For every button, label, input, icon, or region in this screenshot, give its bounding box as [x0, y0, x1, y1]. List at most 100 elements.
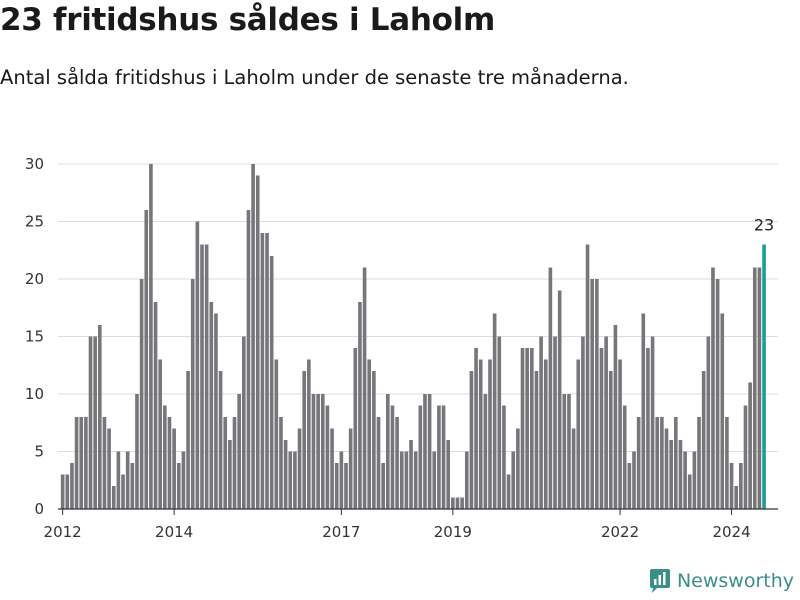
- bar: [139, 279, 144, 509]
- bar: [418, 405, 423, 509]
- bar: [385, 394, 390, 509]
- bar: [149, 164, 153, 509]
- bar: [228, 440, 232, 509]
- bar: [307, 359, 311, 509]
- bar: [608, 371, 613, 509]
- bar: [209, 302, 214, 509]
- bar: [729, 463, 734, 509]
- bar: [437, 405, 441, 509]
- bar: [79, 417, 84, 509]
- bar: [93, 336, 97, 509]
- bar: [297, 428, 302, 509]
- bar: [223, 417, 228, 509]
- bar: [348, 428, 353, 509]
- bar: [176, 463, 181, 509]
- bar: [692, 451, 697, 509]
- bar: [529, 348, 534, 509]
- bar: [632, 451, 636, 509]
- bar: [715, 279, 720, 509]
- bar: [743, 405, 748, 509]
- bar: [116, 451, 121, 509]
- bar: [660, 417, 664, 509]
- bar: [130, 463, 135, 509]
- bar: [269, 256, 274, 509]
- newsworthy-logo-icon: [649, 569, 670, 593]
- bar: [441, 405, 446, 509]
- bar: [488, 359, 492, 509]
- bar: [483, 394, 488, 509]
- bar: [590, 279, 595, 509]
- bar: [464, 451, 469, 509]
- bar: [302, 371, 307, 509]
- bar: [395, 417, 399, 509]
- bar: [153, 302, 158, 509]
- bar: [339, 451, 344, 509]
- y-tick-label: 30: [25, 155, 44, 173]
- bar: [125, 451, 130, 509]
- bar: [757, 267, 762, 509]
- bar: [88, 336, 93, 509]
- bar: [293, 451, 297, 509]
- bar: [520, 348, 525, 509]
- bar: [390, 405, 395, 509]
- bar: [84, 417, 88, 509]
- bar: [255, 175, 260, 509]
- bar: [553, 336, 557, 509]
- page-title: 23 fritidshus såldes i Laholm: [0, 2, 495, 38]
- bar: [576, 359, 581, 509]
- bar: [172, 428, 176, 509]
- bar: [251, 164, 255, 509]
- bar: [739, 463, 743, 509]
- bar: [720, 313, 725, 509]
- bar: [325, 405, 330, 509]
- bar: [316, 394, 320, 509]
- bar: [409, 440, 413, 509]
- bar: [214, 313, 218, 509]
- x-tick-label: 2022: [601, 523, 639, 541]
- bar: [446, 440, 451, 509]
- bar: [362, 267, 367, 509]
- bar: [232, 417, 237, 509]
- bar: [241, 336, 246, 509]
- bar: [622, 405, 627, 509]
- bar: [460, 497, 464, 509]
- bar: [595, 279, 599, 509]
- bar: [427, 394, 432, 509]
- x-tick-label: 2012: [44, 523, 82, 541]
- bar: [752, 267, 757, 509]
- bar: [474, 348, 478, 509]
- bar: [344, 463, 348, 509]
- bar: [492, 313, 497, 509]
- bar: [311, 394, 316, 509]
- highlight-bar: [762, 244, 766, 509]
- bar: [186, 371, 190, 509]
- y-tick-label: 15: [25, 328, 44, 346]
- bar: [664, 428, 669, 509]
- newsworthy-logo: Newsworthy: [648, 568, 794, 594]
- bar: [260, 233, 265, 509]
- bar: [330, 428, 334, 509]
- bar: [274, 359, 279, 509]
- bar: [581, 336, 585, 509]
- y-tick-label: 10: [25, 385, 44, 403]
- bar: [320, 394, 325, 509]
- bar: [604, 336, 608, 509]
- bar: [669, 440, 673, 509]
- bar: [646, 348, 650, 509]
- bar: [650, 336, 655, 509]
- bar: [539, 336, 543, 509]
- bar: [60, 474, 65, 509]
- bar: [585, 244, 590, 509]
- bar: [497, 336, 502, 509]
- bar: [502, 405, 506, 509]
- bar: [599, 348, 604, 509]
- bar: [618, 359, 622, 509]
- x-tick-label: 2019: [434, 523, 472, 541]
- bar: [636, 417, 641, 509]
- bar: [478, 359, 483, 509]
- bar: [102, 417, 107, 509]
- bar: [218, 371, 223, 509]
- bar: [283, 440, 288, 509]
- bar: [748, 382, 752, 509]
